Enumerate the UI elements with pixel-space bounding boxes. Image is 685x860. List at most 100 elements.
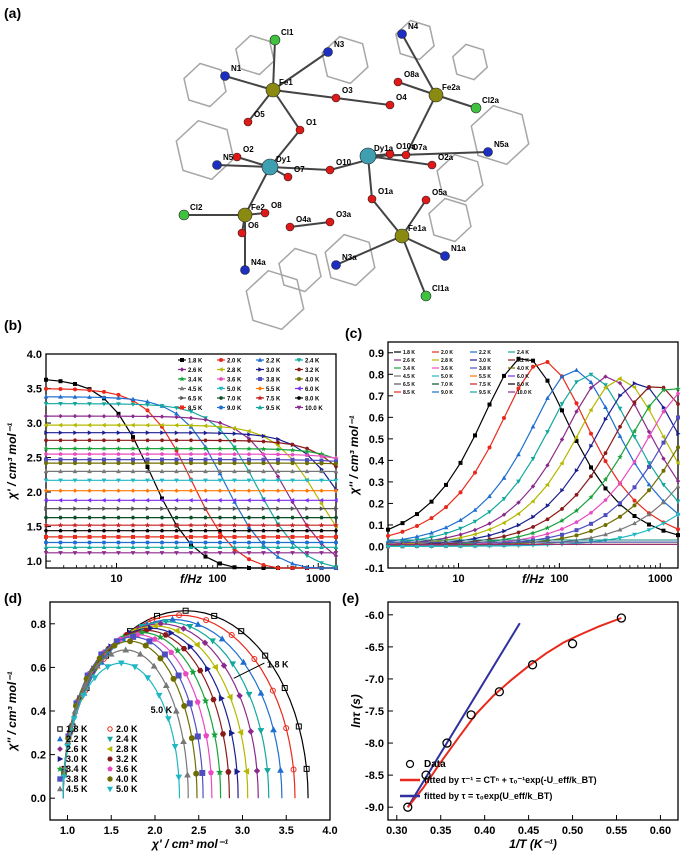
data-point — [306, 516, 309, 519]
data-point — [291, 449, 294, 452]
atom-label: Cl1a — [432, 284, 449, 293]
data-point — [575, 402, 578, 405]
y-tick-label: -8.5 — [365, 770, 384, 782]
data-point — [166, 717, 171, 722]
atom-label: Cl2 — [190, 203, 203, 212]
data-point — [306, 552, 309, 555]
y-tick-label: 0.0 — [369, 541, 384, 553]
legend-marker — [220, 397, 223, 400]
data-point — [291, 458, 294, 461]
atom — [296, 126, 304, 134]
data-point — [416, 525, 419, 528]
data-point — [59, 552, 62, 555]
data-point — [175, 535, 178, 538]
data-point — [546, 518, 549, 521]
legend-label: 6.0 K — [305, 387, 320, 393]
data-point — [132, 535, 135, 538]
data-point — [190, 458, 193, 461]
data-point — [117, 524, 120, 527]
atom — [213, 161, 222, 170]
data-point — [633, 533, 636, 536]
data-point — [445, 483, 448, 486]
data-point — [633, 504, 636, 507]
data-point — [212, 732, 217, 737]
legend-marker — [220, 387, 223, 390]
data-point — [291, 507, 294, 510]
x-tick-label: 1000 — [648, 573, 672, 585]
data-point — [117, 424, 120, 427]
data-point — [185, 773, 190, 778]
y-axis-label: χ'' / cm³ mol⁻¹ — [5, 672, 19, 753]
data-point — [248, 440, 251, 443]
data-point — [204, 541, 207, 544]
legend-label: 3.6 K — [441, 366, 453, 372]
data-point — [633, 499, 636, 502]
atom — [261, 209, 269, 217]
legend-label: 5.0 K — [227, 387, 242, 393]
atom — [238, 229, 246, 237]
data-point — [291, 567, 294, 570]
legend-marker — [58, 777, 62, 781]
data-point — [162, 652, 167, 657]
data-point — [190, 439, 193, 442]
data-point — [190, 541, 193, 544]
data-point — [517, 501, 520, 504]
data-point — [211, 697, 216, 701]
legend-label: 1.8 K — [66, 724, 88, 734]
data-point — [335, 507, 338, 510]
data-point — [561, 508, 564, 511]
atom-label: O1a — [378, 187, 394, 196]
atom — [394, 78, 402, 86]
data-point — [233, 458, 236, 461]
data-point — [474, 529, 477, 532]
data-point — [117, 507, 120, 510]
ligand-ring — [471, 106, 528, 165]
data-point — [217, 770, 222, 775]
data-point — [175, 424, 178, 427]
data-point — [204, 458, 207, 461]
data-point — [45, 470, 48, 473]
data-point — [170, 617, 175, 622]
data-point — [132, 524, 135, 527]
data-point — [677, 480, 680, 483]
data-point — [532, 359, 535, 362]
legend-marker — [181, 387, 184, 390]
data-point — [233, 546, 236, 549]
data-point — [320, 541, 323, 544]
data-point — [74, 458, 77, 461]
atom-label: Fe1a — [408, 224, 427, 233]
y-tick-label: 0.8 — [31, 619, 46, 631]
data-point — [306, 535, 309, 538]
legend-label: 7.0 K — [441, 382, 453, 388]
data-point — [132, 398, 135, 401]
data-point — [74, 439, 77, 442]
data-point — [590, 522, 593, 525]
data-point — [146, 462, 149, 465]
data-point — [306, 450, 309, 453]
legend-marker — [181, 368, 184, 371]
data-point — [103, 529, 106, 532]
data-point — [45, 424, 48, 427]
data-point — [88, 524, 91, 527]
legend-marker — [298, 378, 301, 381]
ligand-ring — [322, 37, 368, 84]
data-point — [59, 462, 62, 465]
data-point — [190, 507, 193, 510]
legend-label: 3.6 K — [116, 764, 138, 774]
data-point — [153, 637, 158, 642]
x-axis-label: χ' / cm³ mol⁻¹ — [150, 837, 228, 851]
data-point — [45, 387, 48, 390]
data-point — [503, 416, 506, 419]
data-point — [88, 447, 91, 450]
y-tick-label: 0.6 — [369, 412, 384, 424]
legend-marker — [259, 397, 262, 400]
annotation-5-0k: 5.0 K — [151, 705, 173, 715]
data-point — [662, 529, 665, 532]
data-point — [648, 465, 651, 468]
data-point — [59, 415, 62, 418]
data-point — [248, 462, 251, 465]
data-point — [262, 462, 265, 465]
data-point — [277, 448, 280, 451]
data-point — [262, 448, 265, 451]
